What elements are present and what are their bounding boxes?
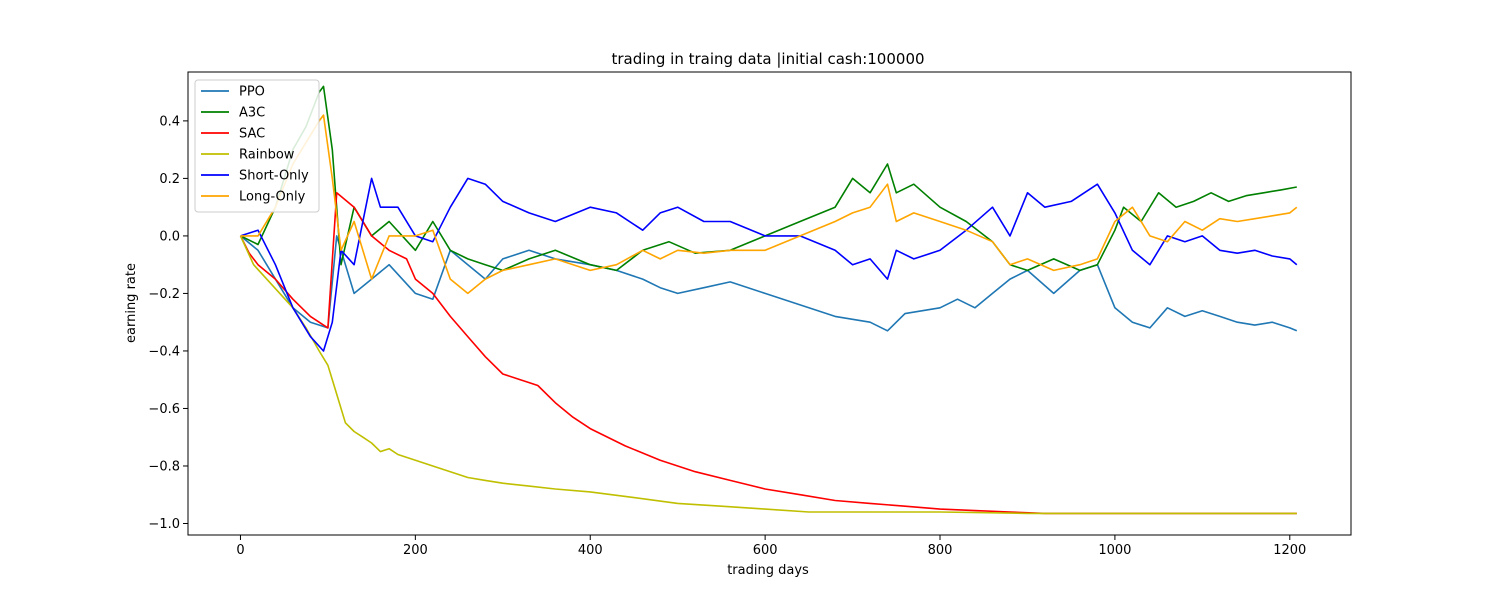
series-line-sac — [239, 192, 1297, 515]
legend-label: Short-Only — [239, 169, 309, 184]
legend-label: Long-Only — [239, 190, 306, 205]
series-line-rainbow — [239, 235, 1297, 515]
plot-area — [187, 71, 1352, 536]
y-tick-label: 0.2 — [159, 172, 180, 187]
legend-label: Rainbow — [239, 148, 295, 163]
legend: PPO A3C SAC Rainbow Short-Only Long-Only — [194, 79, 320, 213]
y-tick-label: −0.8 — [148, 459, 180, 474]
series-line-long-only — [240, 114, 1298, 295]
y-tick-label: −0.6 — [148, 402, 180, 417]
x-tick-label: 1000 — [1098, 543, 1131, 558]
plot-frame — [187, 71, 1352, 536]
y-tick-label: 0.4 — [159, 114, 180, 129]
y-tick-label: −0.2 — [148, 287, 180, 302]
series-line-a3c — [240, 85, 1297, 272]
legend-label: PPO — [239, 85, 265, 100]
x-axis: 0 200 400 600 800 1000 1200 — [236, 535, 1306, 558]
x-tick-label: 200 — [403, 543, 428, 558]
series-line-short-only — [240, 177, 1298, 352]
x-axis-label: trading days — [727, 563, 809, 578]
y-tick-label: −0.4 — [148, 344, 180, 359]
legend-label: A3C — [239, 106, 265, 121]
y-tick-label: 0.0 — [159, 229, 180, 244]
series-layer — [239, 85, 1298, 515]
series-line-ppo — [239, 235, 1298, 332]
x-tick-label: 1200 — [1273, 543, 1306, 558]
chart-title: trading in traing data |initial cash:100… — [611, 50, 924, 68]
x-tick-label: 800 — [928, 543, 953, 558]
x-tick-label: 400 — [578, 543, 603, 558]
y-axis-label: earning rate — [124, 263, 139, 343]
legend-label: SAC — [239, 127, 265, 142]
x-tick-label: 600 — [753, 543, 778, 558]
x-tick-label: 0 — [236, 543, 244, 558]
y-tick-label: −1.0 — [148, 517, 180, 532]
legend-box — [194, 79, 320, 213]
y-axis: −1.0 −0.8 −0.6 −0.4 −0.2 0.0 0.2 0.4 — [148, 114, 188, 532]
